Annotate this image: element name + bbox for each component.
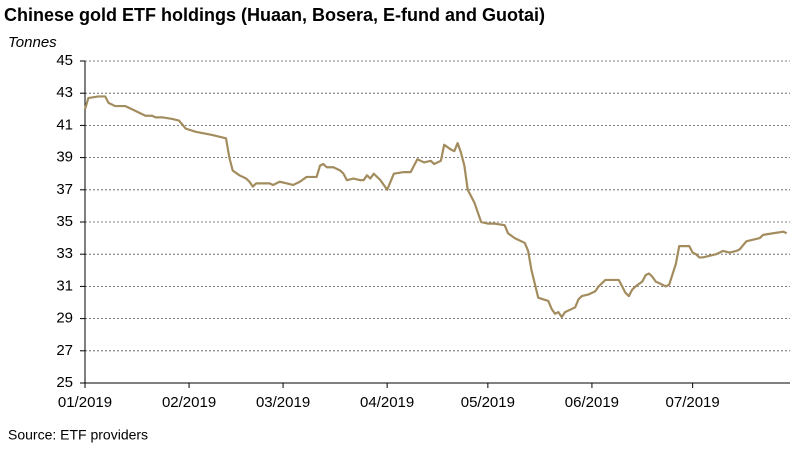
y-tick-label: 29 <box>56 310 73 327</box>
x-tick-label: 04/2019 <box>360 394 414 411</box>
line <box>83 95 788 319</box>
y-tick-label: 27 <box>56 342 73 359</box>
chart-title: Chinese gold ETF holdings (Huaan, Bosera… <box>4 5 545 25</box>
y-tick-label: 31 <box>56 277 73 294</box>
x-tick-label: 02/2019 <box>162 394 216 411</box>
x-tick-label: 05/2019 <box>461 394 515 411</box>
y-tick-label: 35 <box>56 213 73 230</box>
y-tick-label: 25 <box>56 374 73 391</box>
y-tick-label: 33 <box>56 245 73 262</box>
x-tick-label: 07/2019 <box>666 394 720 411</box>
y-tick-label: 43 <box>56 84 73 101</box>
x-tick-label: 03/2019 <box>256 394 310 411</box>
y-tick-label: 39 <box>56 149 73 166</box>
y-tick-label: 45 <box>56 52 73 69</box>
source: Source: ETF providers <box>8 427 148 443</box>
y-tick-label: 41 <box>56 116 73 133</box>
y-axis-label: Tonnes <box>8 34 57 51</box>
x-tick-label: 01/2019 <box>58 394 112 411</box>
x-tick-label: 06/2019 <box>565 394 619 411</box>
y-tick-label: 37 <box>56 181 73 198</box>
